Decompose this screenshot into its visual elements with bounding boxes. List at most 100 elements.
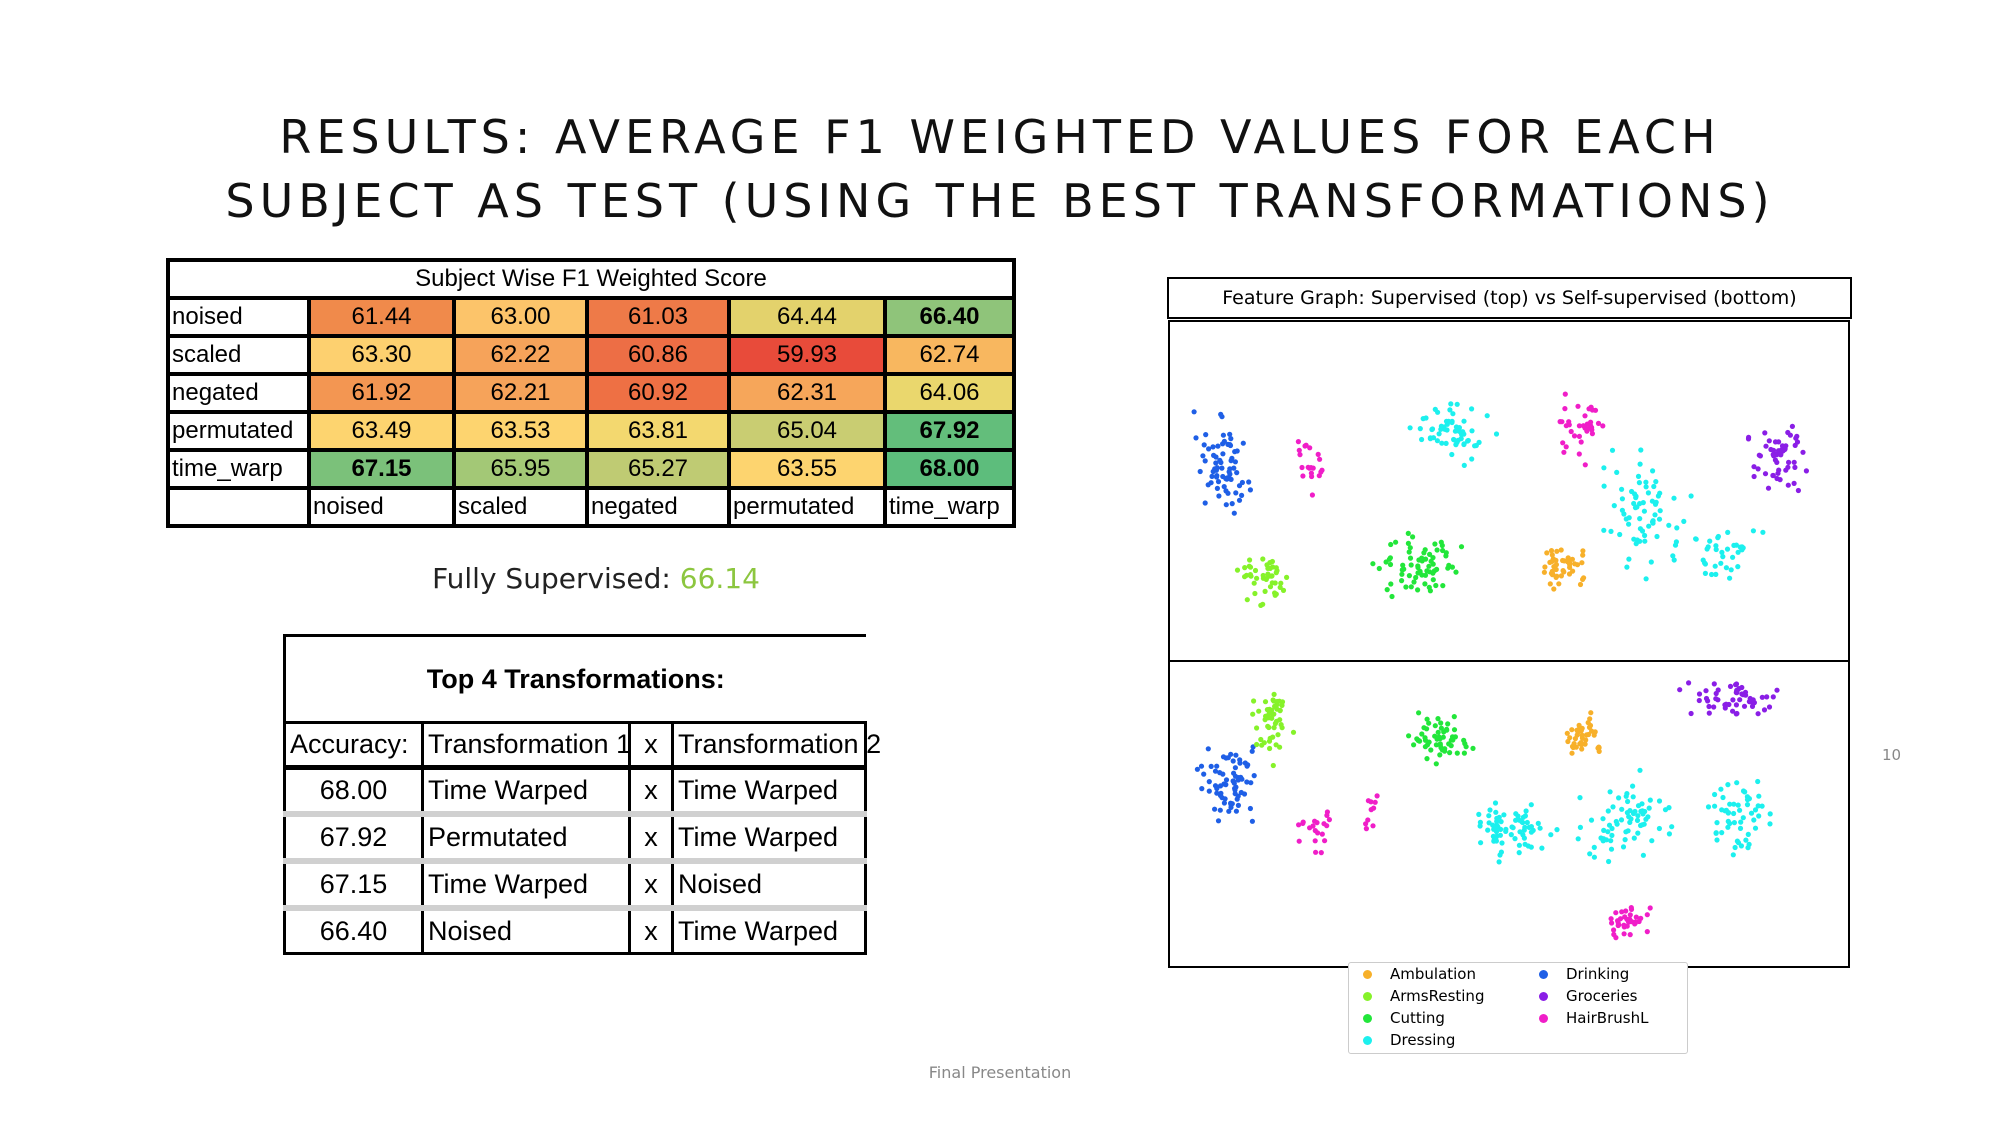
scatter-dot xyxy=(1233,808,1239,814)
scatter-dot xyxy=(1221,438,1227,444)
scatter-dot xyxy=(1233,490,1239,496)
scatter-dot xyxy=(1732,844,1738,851)
scatter-dot xyxy=(1218,411,1224,417)
scatter-dot xyxy=(1761,707,1768,713)
scatter-dot xyxy=(1731,820,1737,826)
legend-label: Ambulation xyxy=(1390,965,1476,983)
scatter-dot xyxy=(1217,457,1223,463)
scatter-dot xyxy=(1656,798,1663,804)
scatter-dot xyxy=(1414,736,1420,742)
scatter-dot xyxy=(1452,428,1458,434)
scatter-dot xyxy=(1666,831,1672,837)
scatter-dot xyxy=(1415,587,1421,593)
scatter-dot xyxy=(1200,453,1206,459)
scatter-dot xyxy=(1407,545,1413,551)
scatter-dot xyxy=(1642,808,1648,815)
scatter-dot xyxy=(1251,580,1257,586)
scatter-dot xyxy=(1643,484,1649,490)
scatter-dot xyxy=(1764,694,1770,700)
scatter-dot xyxy=(1206,779,1212,785)
scatter-dot xyxy=(1601,527,1607,533)
scatter-dot xyxy=(1406,573,1412,579)
scatter-dot xyxy=(1578,439,1584,445)
scatter-dot xyxy=(1461,418,1467,424)
scatter-dot xyxy=(1315,451,1321,457)
cell: 62.21 xyxy=(452,372,589,414)
scatter-dot xyxy=(1720,554,1726,560)
scatter-dot xyxy=(1310,823,1316,829)
scatter-dot xyxy=(1639,528,1646,534)
row: 67.15 Time Warped x Noised xyxy=(283,859,868,911)
scatter-dot xyxy=(1605,808,1611,814)
scatter-dot xyxy=(1567,564,1573,570)
graph-caption: Feature Graph: Supervised (top) vs Self-… xyxy=(1167,277,1852,319)
scatter-dot xyxy=(1234,470,1240,476)
scatter-dot xyxy=(1284,574,1290,580)
scatter-dot xyxy=(1439,440,1445,446)
scatter-dot xyxy=(1587,716,1593,722)
scatter-dot xyxy=(1737,807,1743,813)
row: permutated 63.49 63.53 63.81 65.04 67.92 xyxy=(166,410,1016,452)
scatter-dot xyxy=(1233,784,1239,790)
scatter-dot xyxy=(1493,836,1499,842)
scatter-dot xyxy=(1794,433,1800,439)
scatter-dot xyxy=(1193,435,1199,441)
cell: x xyxy=(628,906,674,955)
scatter-dot xyxy=(1563,444,1569,450)
scatter-dot xyxy=(1205,746,1211,752)
scatter-dot xyxy=(1628,905,1634,911)
scatter-dot xyxy=(1607,789,1613,795)
scatter-dot xyxy=(1214,763,1220,769)
scatter-dot xyxy=(1225,490,1231,496)
scatter-dot xyxy=(1260,556,1266,562)
scatter-dot xyxy=(1526,824,1532,830)
scatter-dot xyxy=(1725,529,1731,535)
scatter-dot xyxy=(1631,536,1637,542)
scatter-dot xyxy=(1723,565,1729,571)
cell: 68.00 xyxy=(883,448,1016,490)
scatter-dot xyxy=(1212,806,1218,812)
scatter-dot xyxy=(1434,547,1440,553)
scatter-dot xyxy=(1406,733,1412,739)
scatter-dot xyxy=(1241,791,1248,797)
scatter-dot xyxy=(1228,458,1234,464)
scatter-dot xyxy=(1677,687,1683,693)
scatter-dot xyxy=(1476,439,1482,445)
scatter-dot xyxy=(1727,801,1733,807)
scatter-dot xyxy=(1755,466,1761,472)
scatter-dot xyxy=(1246,563,1252,569)
scatter-dot xyxy=(1206,788,1212,794)
scatter-dot xyxy=(1223,476,1229,482)
scatter-dot xyxy=(1800,449,1806,455)
scatter-dot xyxy=(1440,547,1446,554)
scatter-dot xyxy=(1747,695,1753,702)
scatter-dot xyxy=(1568,428,1574,435)
scatter-dot xyxy=(1735,549,1741,555)
scatter-dot xyxy=(1713,543,1719,549)
scatter-dot xyxy=(1713,546,1719,553)
scatter-dot xyxy=(1537,825,1543,831)
scatter-dot xyxy=(1577,824,1583,830)
scatter-dot xyxy=(1498,849,1504,855)
scatter-dot xyxy=(1656,825,1662,832)
scatter-dot xyxy=(1567,560,1573,566)
scatter-dot xyxy=(1613,818,1619,825)
scatter-dot xyxy=(1449,734,1456,740)
scatter-dot xyxy=(1430,577,1436,583)
scatter-dot xyxy=(1232,765,1238,771)
slide-title: RESULTS: AVERAGE F1 WEIGHTED VALUES FOR … xyxy=(0,105,2000,233)
scatter-dot xyxy=(1791,480,1797,486)
scatter-dot xyxy=(1405,530,1411,536)
column-label: noised xyxy=(307,486,456,528)
scatter-dot xyxy=(1765,485,1772,491)
scatter-dot xyxy=(1221,800,1227,806)
scatter-dot xyxy=(1444,421,1450,427)
scatter-dot xyxy=(1528,802,1534,808)
scatter-dot xyxy=(1266,738,1273,744)
row: noised 61.44 63.00 61.03 64.44 66.40 xyxy=(166,296,1016,338)
scatter-dot xyxy=(1424,756,1430,762)
scatter-dot xyxy=(1387,561,1394,568)
scatter-dot xyxy=(1766,704,1773,710)
scatter-dot xyxy=(1370,823,1376,829)
